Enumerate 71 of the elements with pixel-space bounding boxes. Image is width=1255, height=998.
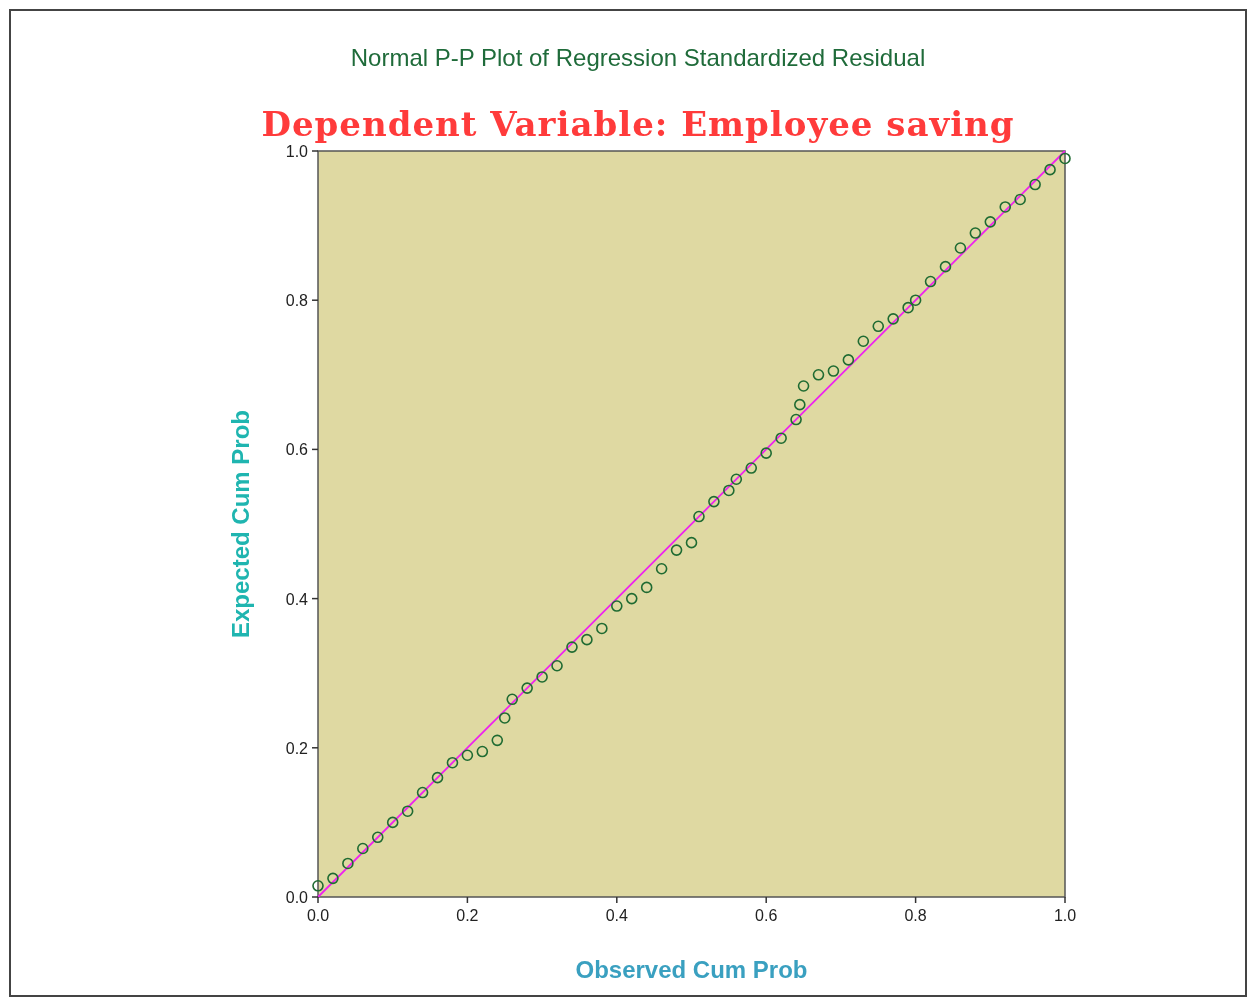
point xyxy=(566,641,578,653)
x-tick-label: 0.8 xyxy=(904,907,927,924)
point xyxy=(1059,152,1071,165)
point xyxy=(446,756,459,769)
point xyxy=(506,693,519,706)
point xyxy=(693,510,705,523)
y-axis-title: Expected Cum Prob xyxy=(227,409,254,639)
point xyxy=(371,831,384,844)
point xyxy=(551,659,563,672)
point xyxy=(954,242,967,254)
point xyxy=(939,260,952,273)
point xyxy=(790,413,802,426)
x-axis-title: Observed Cum Prob xyxy=(575,956,808,983)
point xyxy=(1014,193,1026,206)
x-tick-label: 1.0 xyxy=(1053,907,1077,924)
point xyxy=(498,712,511,724)
point xyxy=(730,473,743,486)
x-tick-label: 0.2 xyxy=(456,907,479,924)
point xyxy=(797,380,810,392)
point xyxy=(491,734,504,747)
point xyxy=(625,592,638,605)
point xyxy=(760,447,772,459)
point xyxy=(775,432,787,445)
point xyxy=(794,398,806,411)
x-tick-label: 0.6 xyxy=(755,907,778,924)
point xyxy=(1044,163,1056,176)
point xyxy=(812,369,825,381)
point xyxy=(1029,178,1041,191)
point xyxy=(842,354,855,366)
point xyxy=(999,201,1012,213)
point xyxy=(902,301,914,314)
point xyxy=(655,562,668,575)
chart-title: Normal P-P Plot of Regression Standardized Residual xyxy=(350,44,926,71)
y-tick-label: 1.0 xyxy=(285,143,309,160)
x-tick-label: 0.4 xyxy=(605,907,629,924)
y-tick-label: 0.6 xyxy=(285,441,309,459)
point xyxy=(670,544,683,556)
point xyxy=(708,495,720,508)
point xyxy=(827,365,840,377)
x-tick-label: 0.0 xyxy=(306,907,330,924)
point xyxy=(312,880,324,892)
point xyxy=(416,786,429,799)
point xyxy=(887,313,899,325)
y-tick-label: 0.8 xyxy=(285,292,309,310)
chart-subtitle: Dependent Variable: Employee saving xyxy=(261,104,1015,144)
point xyxy=(723,484,735,497)
point xyxy=(596,622,608,635)
point xyxy=(611,600,623,612)
point xyxy=(984,216,997,228)
point xyxy=(386,816,399,829)
point xyxy=(872,320,885,333)
point xyxy=(401,805,414,818)
point xyxy=(857,335,870,348)
y-tick-label: 0.0 xyxy=(285,889,309,906)
point xyxy=(640,581,653,594)
point xyxy=(924,275,937,288)
point xyxy=(461,749,474,762)
y-tick-label: 0.2 xyxy=(285,739,309,757)
point xyxy=(521,682,533,694)
point xyxy=(327,872,339,885)
point xyxy=(909,294,922,306)
y-tick-label: 0.4 xyxy=(285,590,309,608)
point xyxy=(581,633,593,646)
point xyxy=(431,771,444,784)
point xyxy=(357,842,369,855)
point xyxy=(685,536,698,549)
point xyxy=(969,227,982,239)
point xyxy=(342,857,354,870)
point xyxy=(476,745,489,758)
point xyxy=(536,671,548,683)
point xyxy=(745,462,758,474)
